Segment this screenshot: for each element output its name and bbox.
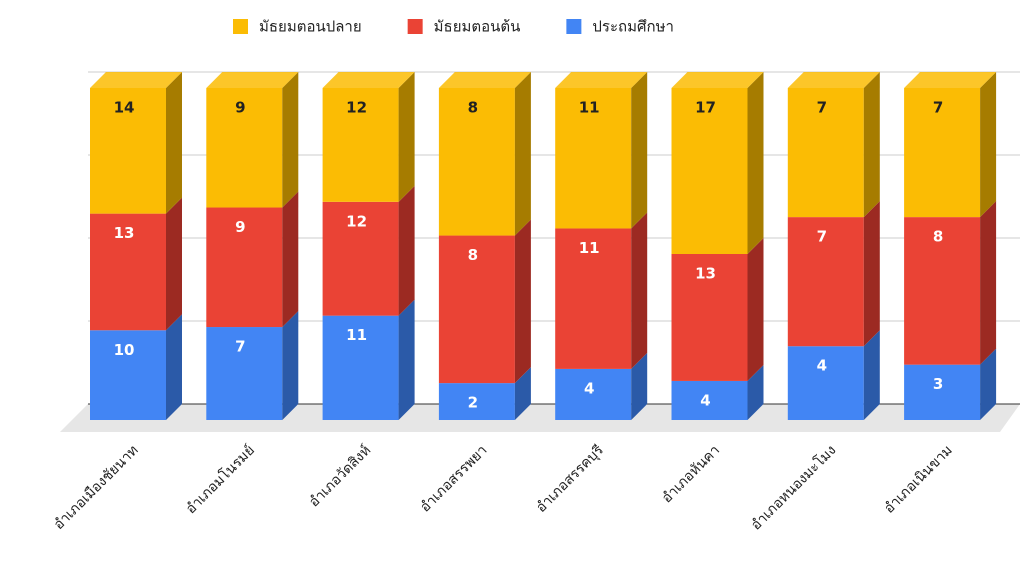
- bar-side: [166, 314, 182, 420]
- bar-segment: [322, 88, 399, 202]
- bar-side: [282, 311, 299, 420]
- bar-side: [514, 72, 531, 236]
- legend: มัธยมตอนปลาย มัธยมตอนต้น ประถมศึกษา: [233, 18, 674, 36]
- bar-side: [863, 72, 880, 218]
- data-label: 9: [235, 218, 245, 236]
- data-label: 11: [579, 99, 600, 117]
- bar-top: [555, 72, 648, 88]
- x-tick-label: อำเภอสรรคบุรี: [533, 442, 607, 516]
- bar-segment: [322, 315, 399, 420]
- x-tick-label: อำเภอเนินขาม: [881, 442, 955, 516]
- data-label: 8: [933, 228, 943, 246]
- bar-segment: [555, 368, 632, 420]
- data-label: 12: [346, 99, 367, 117]
- bar-side: [747, 238, 764, 381]
- bar-segment: [904, 217, 981, 365]
- legend-label: มัธยมตอนปลาย: [259, 18, 362, 36]
- bar-side: [980, 348, 997, 420]
- data-label: 4: [817, 357, 827, 375]
- legend-swatch: [233, 19, 248, 34]
- bar-top: [787, 72, 880, 88]
- bar-side: [747, 72, 764, 254]
- data-label: 8: [468, 246, 478, 264]
- data-label: 13: [114, 224, 135, 242]
- data-label: 11: [579, 239, 600, 257]
- data-label: 10: [114, 341, 135, 359]
- bar-segment: [322, 201, 399, 316]
- data-label: 3: [933, 375, 943, 393]
- data-label: 13: [695, 265, 716, 283]
- bar-segment: [787, 217, 864, 347]
- x-tick-label: อำเภอหันคา: [659, 442, 723, 506]
- bar-side: [282, 72, 299, 208]
- data-label: 14: [114, 99, 135, 117]
- bar-side: [863, 201, 880, 347]
- data-label: 2: [468, 394, 478, 412]
- legend-swatch: [407, 19, 423, 34]
- bar-side: [747, 364, 764, 420]
- bar-segment: [206, 207, 283, 328]
- data-label: 12: [346, 212, 367, 230]
- bar-side: [514, 367, 531, 420]
- bar-side: [282, 191, 299, 328]
- bar-segment: [90, 213, 166, 331]
- bar-segment: [671, 254, 748, 381]
- bar-side: [631, 212, 648, 369]
- bar-top: [904, 72, 997, 88]
- bar-segment: [90, 330, 166, 420]
- legend-label: มัธยมตอนต้น: [434, 18, 521, 36]
- bar-segment: [438, 88, 515, 236]
- bar-side: [166, 197, 182, 331]
- bar-segment: [671, 88, 748, 254]
- data-label: 4: [584, 379, 594, 397]
- bar-side: [514, 219, 531, 384]
- bar-side: [398, 185, 415, 316]
- x-tick-label: อำเภอเมืองชัยนาท: [51, 442, 142, 533]
- x-tick-label: อำเภอวัดสิงห์: [305, 442, 374, 511]
- bar-side: [980, 72, 997, 218]
- data-label: 9: [235, 99, 245, 117]
- data-label: 7: [817, 228, 827, 246]
- floor: [60, 404, 1020, 432]
- bar-segment: [90, 88, 166, 214]
- bar-top: [206, 72, 299, 88]
- bar-segment: [787, 346, 864, 420]
- x-tick-label: อำเภอมโนรมย์: [182, 442, 258, 518]
- bar-segment: [787, 88, 864, 218]
- data-label: 7: [933, 99, 943, 117]
- data-label: 8: [468, 99, 478, 117]
- bar-segment: [206, 88, 283, 208]
- legend-swatch: [566, 19, 582, 34]
- bar-top: [438, 72, 531, 88]
- bar-side: [631, 72, 648, 229]
- bar-segment: [555, 88, 632, 229]
- bar-side: [631, 352, 648, 420]
- bar-segment: [671, 380, 748, 420]
- bar-side: [166, 72, 182, 214]
- bar-side: [398, 72, 415, 202]
- bar-side: [863, 330, 880, 420]
- x-tick-label: อำเภอสรรพยา: [417, 442, 490, 515]
- bar-top: [90, 72, 182, 88]
- data-label: 17: [695, 99, 716, 117]
- data-label: 4: [700, 391, 710, 409]
- bar-segment: [438, 383, 515, 420]
- bar-segment: [206, 327, 283, 420]
- bar-side: [398, 299, 415, 420]
- legend-label: ประถมศึกษา: [592, 18, 674, 36]
- bar-side: [980, 201, 997, 365]
- data-label: 7: [235, 338, 245, 356]
- bar-top: [322, 72, 415, 88]
- x-tick-label: อำเภอหนองมะโมง: [747, 442, 839, 534]
- bar-segment: [904, 364, 981, 420]
- bar-segment: [904, 88, 981, 218]
- bar-segment: [438, 235, 515, 384]
- data-label: 7: [817, 99, 827, 117]
- bar-top: [671, 72, 764, 88]
- bar-segment: [555, 228, 632, 369]
- data-label: 11: [346, 326, 367, 344]
